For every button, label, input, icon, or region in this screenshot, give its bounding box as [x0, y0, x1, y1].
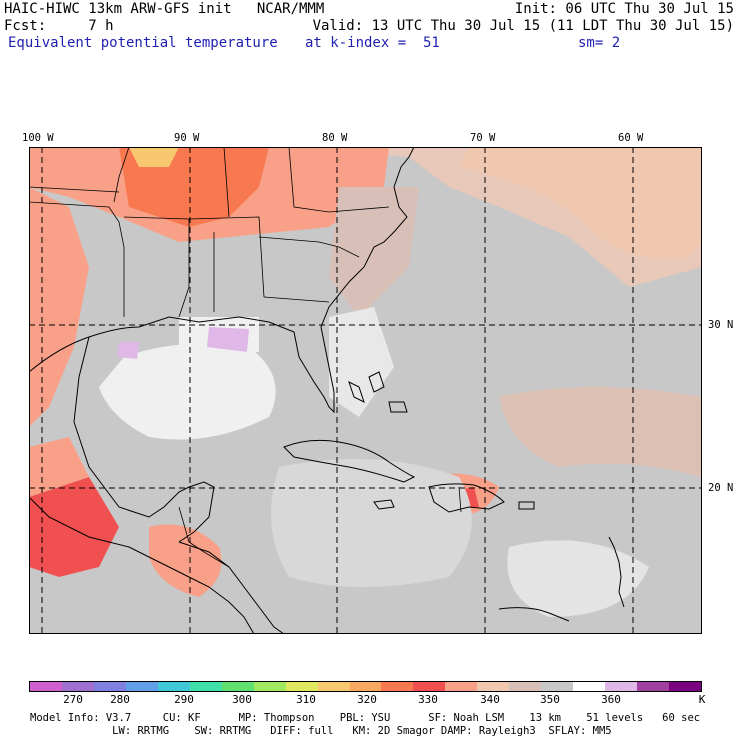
smoothing-value: sm= 2 — [578, 35, 621, 51]
colorbar-label-280: 280 — [110, 693, 130, 706]
theta-e-band-365-northern-gulf — [207, 327, 249, 352]
missouri-border — [223, 147, 230, 218]
oklahoma-kansas-border — [113, 147, 130, 203]
theta-e-band-340-mexico-north — [29, 187, 89, 427]
colorbar-label-310: 310 — [296, 693, 316, 706]
lon-label-60w: 60 W — [618, 132, 644, 144]
colorbar-segment-0 — [30, 682, 62, 691]
colorbar-segment-15 — [509, 682, 542, 691]
louisiana-arkansas-border — [123, 216, 190, 318]
puerto-rico — [518, 501, 535, 510]
model-info-line1: Model Info: V3.7 CU: KF MP: Thompson PBL… — [30, 712, 701, 724]
colorbar — [29, 681, 702, 692]
theta-e-band-340-central-atlantic — [499, 387, 702, 477]
colorbar-segment-1 — [61, 682, 94, 691]
oklahoma-texas-border — [29, 186, 120, 193]
bahamas-island-2 — [368, 371, 385, 393]
bahamas-island-3 — [388, 401, 408, 413]
theta-e-band-330-mexico-south — [29, 477, 119, 577]
colorbar-label-290: 290 — [174, 693, 194, 706]
theta-e-band-358-east-caribbean — [507, 540, 649, 617]
colorbar-segment-5 — [189, 682, 222, 691]
colorbar-label-270: 270 — [63, 693, 83, 706]
colorbar-segment-2 — [93, 682, 126, 691]
forecast-hour: Fcst: 7 h — [4, 18, 114, 34]
colorbar-label-350: 350 — [540, 693, 560, 706]
colorbar-segment-12 — [413, 682, 446, 691]
mississippi-alabama-border — [188, 216, 265, 298]
south-america-coast — [498, 607, 570, 622]
theta-e-band-355-caribbean — [271, 459, 472, 587]
colorbar-label-300: 300 — [232, 693, 252, 706]
colorbar-label-360: 360 — [601, 693, 621, 706]
colorbar-segment-18 — [605, 682, 638, 691]
lon-label-70w: 70 W — [470, 132, 496, 144]
colorbar-segment-19 — [637, 682, 670, 691]
colorbar-segment-11 — [381, 682, 414, 691]
map-border — [29, 147, 702, 634]
honduras-border — [203, 551, 230, 568]
lon-label-80w: 80 W — [322, 132, 348, 144]
colorbar-segment-17 — [573, 682, 606, 691]
theta-e-band-320-core — [129, 147, 179, 167]
colorbar-segment-14 — [477, 682, 510, 691]
colorbar-segment-7 — [253, 682, 286, 691]
theta-e-band-345-us-east-coast — [329, 187, 419, 317]
colorbar-segment-20 — [669, 682, 702, 691]
mexico-gulf-coast — [73, 336, 215, 543]
mexico-guatemala-border — [178, 506, 205, 553]
tennessee-kentucky-border — [288, 147, 390, 213]
lat-label-30n: 30 N — [708, 319, 734, 331]
model-info-line2: LW: RRTMG SW: RRTMG DIFF: full KM: 2D Sm… — [30, 725, 612, 737]
theta-e-band-340-central-america — [149, 524, 222, 597]
level-index: at k-index = 51 — [305, 35, 440, 51]
colorbar-segment-4 — [157, 682, 190, 691]
bahamas-island-1 — [348, 381, 365, 403]
colorbar-segment-3 — [125, 682, 158, 691]
lat-lon-grid — [29, 147, 702, 634]
colorbar-unit: K — [698, 693, 706, 706]
colorbar-segment-8 — [285, 682, 318, 691]
colorbar-label-320: 320 — [357, 693, 377, 706]
lon-label-90w: 90 W — [174, 132, 200, 144]
valid-time: Valid: 13 UTC Thu 30 Jul 15 (11 LDT Thu … — [312, 18, 734, 34]
colorbar-segment-6 — [221, 682, 254, 691]
cuba — [283, 439, 416, 483]
field-name: Equivalent potential temperature — [8, 35, 278, 51]
coastlines — [29, 147, 625, 634]
theta-e-band-365-western-gulf — [117, 342, 139, 359]
colorbar-label-340: 340 — [480, 693, 500, 706]
political-borders — [29, 147, 462, 568]
georgia-carolina-border — [258, 236, 360, 258]
colorbar-segment-16 — [541, 682, 574, 691]
theta-e-band-360-gulf — [99, 343, 276, 440]
colorbar-segment-10 — [349, 682, 382, 691]
init-time: Init: 06 UTC Thu 30 Jul 15 — [514, 1, 734, 17]
us-gulf-atlantic-coast — [29, 147, 415, 414]
map-panel — [29, 147, 702, 634]
lon-label-100w: 100 W — [22, 132, 54, 144]
colorbar-label-330: 330 — [418, 693, 438, 706]
colorbar-segment-9 — [317, 682, 350, 691]
haiti-dr-border — [458, 486, 462, 513]
colorbar-segment-13 — [445, 682, 478, 691]
theta-e-band-340-mexico-mid — [29, 437, 89, 497]
theta-e-band-345-atlantic — [459, 147, 702, 259]
florida-georgia-border — [263, 296, 330, 303]
theta-e-map — [29, 147, 702, 634]
pacific-coast — [29, 496, 255, 634]
theta-e-band-358-florida-atlantic — [329, 307, 394, 417]
texas-border — [29, 201, 125, 317]
model-title: HAIC-HIWC 13km ARW-GFS init NCAR/MMM — [4, 1, 325, 17]
central-america-caribbean-coast — [178, 541, 285, 634]
jamaica — [373, 499, 395, 510]
lat-label-20n: 20 N — [708, 482, 734, 494]
lesser-antilles — [608, 536, 625, 608]
